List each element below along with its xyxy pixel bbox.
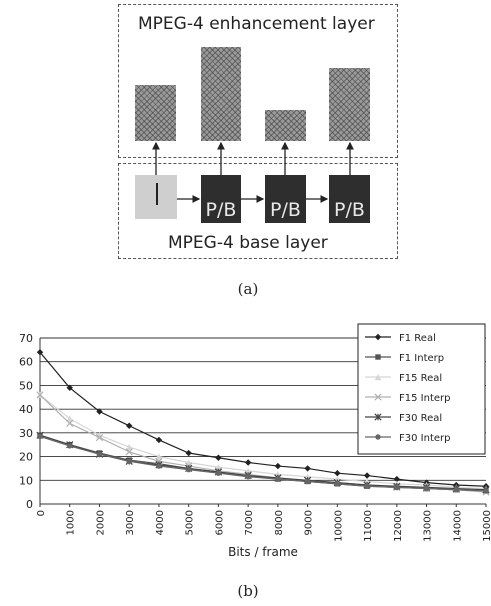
- series-0-point-4: [155, 436, 163, 444]
- enhancement-block-1: [135, 85, 176, 141]
- frame-I-block: [135, 175, 177, 219]
- legend-label-5: F30 Interp: [399, 433, 450, 444]
- x-tick-label-0: 0: [36, 510, 47, 516]
- series-0-point-11: [363, 472, 371, 479]
- y-tick-label-7: 70: [19, 332, 33, 345]
- series-5-point-6: [215, 470, 222, 476]
- series-2-point-3: [126, 443, 133, 451]
- legend-label-3: F15 Interp: [399, 393, 450, 404]
- series-5-point-9: [304, 478, 311, 485]
- legend-marker-2: [374, 373, 382, 381]
- series-5-point-11: [364, 483, 370, 489]
- y-tick-label-2: 20: [19, 451, 33, 464]
- enhancement-layer-label: MPEG-4 enhancement layer: [138, 14, 375, 34]
- series-0-point-9: [304, 465, 311, 472]
- x-tick-label-7: 7000: [244, 510, 255, 535]
- legend-label-4: F30 Real: [399, 413, 442, 424]
- series-2-point-4: [155, 453, 163, 460]
- frame-pb-block-3: P/B: [329, 175, 370, 223]
- series-0-point-7: [244, 459, 252, 466]
- legend-marker-0: [374, 333, 382, 341]
- series-5-point-3: [126, 458, 132, 465]
- series-5-point-13: [423, 485, 430, 492]
- series-5-point-8: [275, 476, 281, 482]
- series-5-point-12: [394, 484, 400, 491]
- series-3-point-0: [36, 391, 44, 399]
- series-0-point-8: [274, 462, 282, 470]
- series-5-point-10: [334, 481, 341, 487]
- x-tick-label-3: 3000: [125, 510, 136, 535]
- diagram-arrows: [152, 141, 354, 203]
- x-tick-label-5: 5000: [185, 510, 196, 535]
- series-0-point-5: [185, 449, 192, 457]
- legend-box: [357, 323, 486, 455]
- series-3-point-1: [66, 419, 74, 427]
- series-0-point-3: [126, 422, 133, 429]
- y-tick-label-0: 0: [26, 498, 33, 511]
- series-5-point-15: [483, 488, 489, 494]
- enhancement-layer-box: [118, 4, 398, 158]
- x-tick-label-11: 11000: [363, 510, 374, 542]
- legend-marker-4: [374, 413, 382, 421]
- x-axis-label: Bits / frame: [228, 545, 298, 559]
- series-line-5: [39, 435, 487, 492]
- series-0-point-6: [215, 454, 222, 461]
- legend-marker-1: [375, 354, 381, 360]
- x-tick-label-10: 10000: [333, 510, 344, 542]
- x-tick-label-6: 6000: [214, 510, 225, 535]
- x-tick-label-4: 4000: [155, 510, 166, 535]
- series-0-point-0: [36, 349, 44, 356]
- x-tick-label-14: 14000: [452, 510, 463, 542]
- legend-marker-3: [374, 393, 382, 401]
- frame-pb-block-2: P/B: [265, 175, 306, 223]
- x-tick-label-12: 12000: [393, 510, 404, 542]
- legend-label-0: F1 Real: [399, 333, 436, 344]
- x-tick-label-13: 13000: [423, 510, 434, 542]
- series-3-point-2: [95, 433, 104, 442]
- figure-a-diagram: MPEG-4 enhancement layer P/B P/B P/B MPE…: [0, 0, 491, 300]
- enhancement-block-3: [265, 110, 306, 141]
- y-tick-label-3: 30: [19, 427, 33, 440]
- legend-label-2: F15 Real: [399, 373, 442, 384]
- series-5-point-2: [96, 451, 103, 457]
- series-0-point-2: [96, 408, 103, 415]
- x-tick-label-9: 9000: [304, 510, 315, 535]
- y-tick-label-5: 50: [19, 379, 33, 392]
- legend-marker-5: [375, 434, 381, 440]
- frame-pb-block-1: P/B: [201, 175, 241, 223]
- series-5-point-7: [245, 474, 251, 480]
- line-chart: 0 10 20 30 40 50 60 70 0 1000 2000 3000 4000 5000 6000…: [19, 323, 491, 559]
- y-tick-label-4: 40: [19, 403, 33, 416]
- enhancement-block-4: [329, 68, 370, 141]
- x-tick-label-2: 2000: [95, 510, 106, 535]
- caption-b: (b): [237, 582, 259, 600]
- x-tick-label-1: 1000: [66, 510, 77, 535]
- series-0-point-10: [334, 469, 341, 477]
- figure-b-chart: 0 10 20 30 40 50 60 70 0 1000 2000 3000 4000 5000 6000…: [0, 318, 491, 578]
- series-5-point-5: [185, 466, 192, 473]
- base-layer-box: [118, 163, 398, 259]
- base-layer-label: MPEG-4 base layer: [168, 233, 328, 253]
- x-tick-label-15: 15000: [482, 510, 491, 542]
- caption-a: (a): [237, 280, 259, 298]
- y-tick-label-1: 10: [19, 474, 33, 487]
- series-3-point-3: [125, 448, 133, 456]
- legend-label-1: F1 Interp: [399, 353, 444, 364]
- series-0-point-12: [393, 475, 400, 483]
- series-5-point-1: [67, 443, 73, 449]
- x-tick-label-8: 8000: [274, 510, 285, 535]
- series-0-point-1: [66, 384, 73, 391]
- series-line-2: [39, 394, 487, 490]
- y-tick-label-6: 60: [19, 356, 33, 369]
- series-5-point-4: [156, 463, 162, 469]
- series-5-point-14: [453, 487, 459, 493]
- enhancement-block-2: [201, 47, 241, 141]
- series-2-point-1: [66, 415, 73, 422]
- series-5-point-0: [37, 433, 43, 440]
- series-line-0: [39, 351, 487, 487]
